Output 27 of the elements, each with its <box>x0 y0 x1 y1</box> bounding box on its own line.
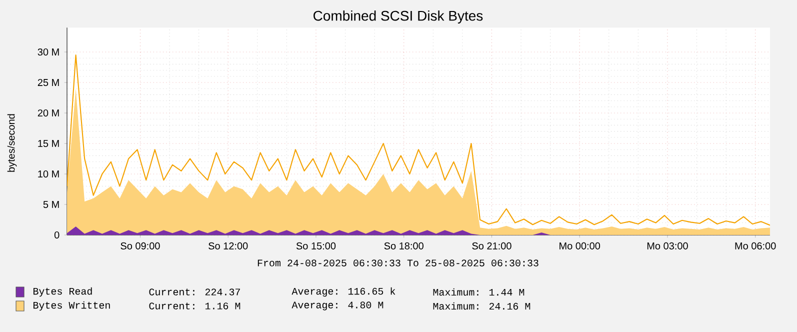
text: Maximum: 1.44 M <box>433 288 524 296</box>
y-tick-label: 30 M <box>38 48 59 56</box>
x-tick-label: Mo 03:00 <box>647 242 688 250</box>
x-tick-label: So 15:00 <box>296 242 336 250</box>
line-series <box>67 54 770 226</box>
y-tick-label: 25 M <box>38 78 59 86</box>
text: Maximum: 24.16 M <box>433 302 530 310</box>
x-tick-label: So 09:00 <box>120 242 160 250</box>
text: From 24-08-2025 06:30:33 To 25-08-2025 06:30:33 <box>258 260 538 266</box>
legend-label: Bytes Written <box>34 301 110 311</box>
x-tick-label: So 21:00 <box>472 242 512 250</box>
legend-label: Bytes Read <box>34 287 92 297</box>
chart-title: Combined SCSI Disk Bytes <box>314 10 483 24</box>
y-axis-title: bytes/second <box>7 114 17 172</box>
y-tick-label: 10 M <box>38 170 59 178</box>
x-tick-label: Mo 06:00 <box>735 242 776 250</box>
y-tick-label: 15 M <box>38 140 59 147</box>
x-tick-label: Mo 00:00 <box>560 242 600 250</box>
y-tick-label: 0 <box>54 231 60 239</box>
text: Current: 224.37 <box>149 288 240 296</box>
text: Current: 1.16 M <box>149 302 240 310</box>
y-tick-label: 5 M <box>43 201 59 208</box>
x-tick-label: So 12:00 <box>208 242 248 250</box>
text: Average: 4.80 M <box>292 302 384 310</box>
text: Average: 116.65 k <box>292 287 396 297</box>
x-tick-label: So 18:00 <box>384 242 424 250</box>
y-tick-label: 20 M <box>38 109 59 117</box>
